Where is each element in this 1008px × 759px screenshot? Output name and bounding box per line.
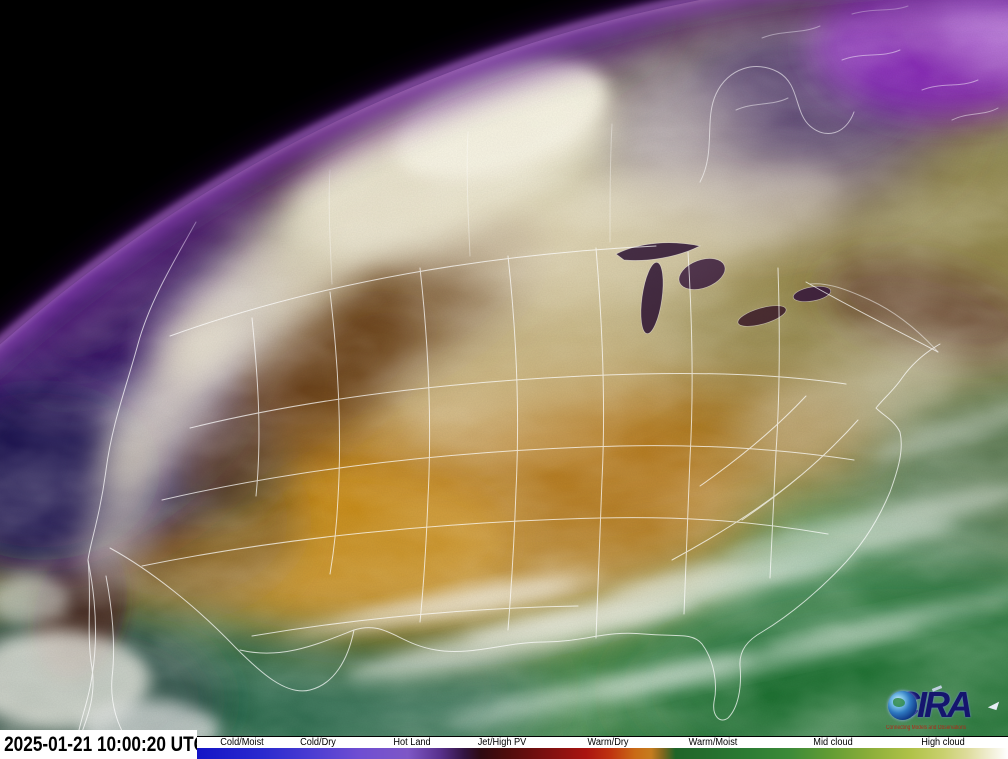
cira-logo: CIRA Connecting Models and Observations [880,685,1004,732]
map-boundaries [73,5,999,759]
legend-label: Cold/Moist [219,737,264,748]
legend-label: Hot Land [393,737,431,748]
cira-tagline: Connecting Models and Observations [886,725,967,731]
legend-label: Mid cloud [813,737,853,748]
legend-label: Warm/Moist [688,737,738,748]
legend-colorbar [197,748,1008,759]
legend-label: Cold/Dry [299,737,336,748]
timestamp-label: 2025-01-21 10:00:20 UTC [0,730,197,759]
legend-label: Jet/High PV [477,737,527,748]
legend-labels: Cold/Moist Cold/Dry Hot Land Jet/High PV War… [197,736,1008,748]
timestamp-text: 2025-01-21 10:00:20 UTC [4,733,197,756]
legend-label: High cloud [921,737,965,748]
satellite-dish-icon [987,698,1000,711]
earth-globe-icon [888,691,917,720]
legend-label: Warm/Dry [587,737,629,748]
colorbar-legend: Cold/Moist Cold/Dry Hot Land Jet/High PV War… [197,736,1008,759]
